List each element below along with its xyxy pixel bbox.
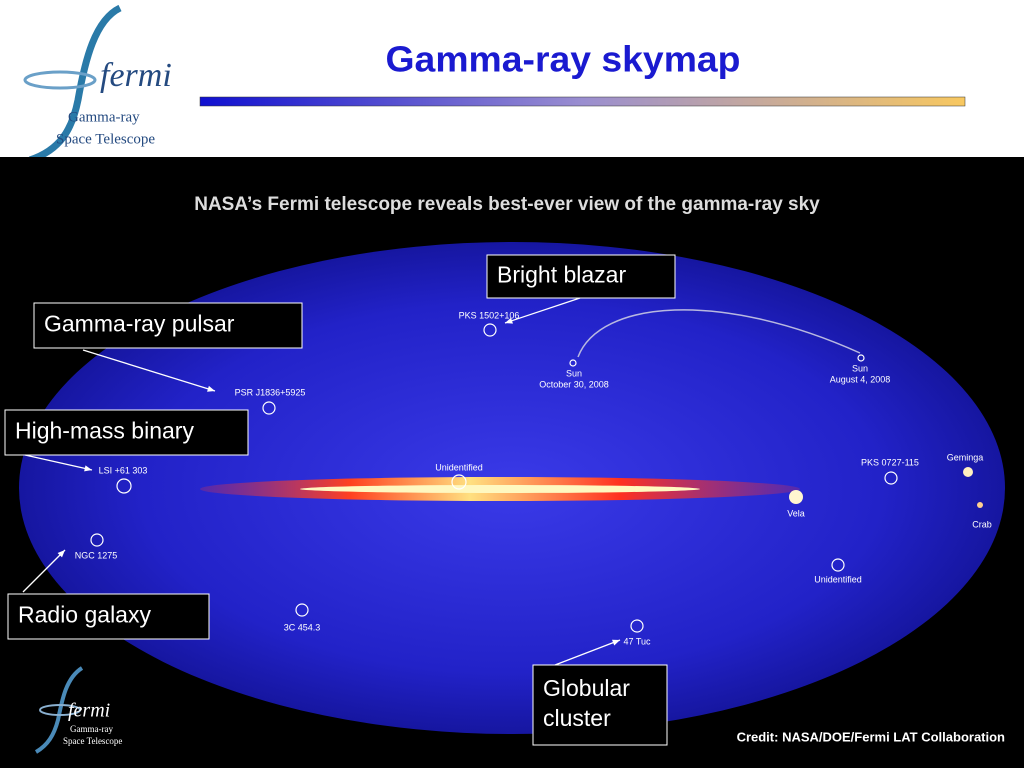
source-marker [569,359,577,367]
source-label: Sun [852,363,868,373]
source-marker [884,471,898,485]
source-marker [90,533,104,547]
logo-name: fermi [68,700,110,722]
callout-label: Bright blazar [497,262,626,288]
source-marker [831,558,845,572]
callout-box [4,409,249,456]
source-label: PSR J1836+5925 [235,387,306,397]
source-marker [116,478,132,494]
credit: Credit: NASA/DOE/Fermi LAT Collaboration [737,729,1005,744]
skymap-caption: NASA’s Fermi telescope reveals best-ever… [194,194,820,215]
callout-box [486,254,676,299]
title-bar [199,96,966,107]
source-marker [483,323,497,337]
callout-label: cluster [543,705,611,731]
source-label: Unidentified [435,462,483,472]
source-label: 47 Tuc [623,636,651,646]
slide-title: Gamma-ray skymap [386,39,741,80]
arrow-head [505,317,513,324]
source-marker [262,401,276,415]
source-label: Vela [787,508,805,518]
callout-box [532,664,668,746]
logo-name: fermi [100,57,172,94]
source-marker [451,474,467,490]
galactic-core [300,485,700,493]
vela-spot [789,490,803,504]
source-label: October 30, 2008 [539,379,609,389]
callout-arrow [554,639,621,666]
source-label: 3C 454.3 [284,622,321,632]
source-marker [295,603,309,617]
arrow-head [612,639,620,646]
logo-line: Gamma-ray [70,724,113,734]
callout-arrow [24,454,93,471]
sun-path [577,309,861,358]
arrow-head [84,465,92,472]
source-label: Unidentified [814,574,862,584]
arrow-head [57,550,65,558]
callout-arrow [22,549,66,593]
callout-label: Globular [543,675,630,701]
callout-label: High-mass binary [15,418,194,444]
source-label: Crab [972,519,992,529]
source-label: PKS 0727-115 [861,457,919,467]
callout-label: Gamma-ray pulsar [44,311,235,337]
callout-arrow [504,297,581,324]
top-logo: fermi Gamma-ray Space Telescope [23,4,172,164]
geminga-spot [963,467,973,477]
source-label: PKS 1502+106 [459,310,520,320]
callout-box [7,593,210,640]
source-label: LSI +61 303 [99,465,148,475]
source-label: Geminga [947,452,984,462]
logo-line: Space Telescope [63,736,122,746]
crab-spot [977,502,983,508]
logo-line: Space Telescope [56,131,155,147]
source-label: August 4, 2008 [830,374,891,384]
callout-arrow [82,349,216,392]
source-marker [857,354,865,362]
callout-box [33,302,303,349]
footer-logo: fermi Gamma-ray Space Telescope [34,666,122,754]
source-marker [630,619,644,633]
callout-label: Radio galaxy [18,602,151,628]
logo-line: Gamma-ray [68,109,140,125]
arrow-head [207,385,215,392]
source-label: NGC 1275 [75,550,118,560]
source-label: Sun [566,368,582,378]
